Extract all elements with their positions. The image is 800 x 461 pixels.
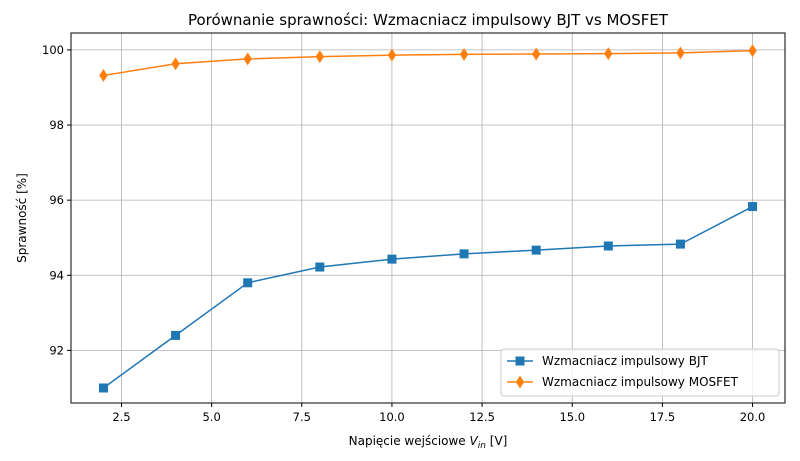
x-tick-label: 5.0: [202, 410, 220, 424]
y-axis-label: Sprawność [%]: [15, 173, 29, 263]
series-bjt: [98, 202, 758, 393]
x-axis-label-sub: in: [478, 441, 487, 451]
legend-marker: [515, 375, 525, 389]
series-mosfet: [99, 44, 757, 82]
data-point: [459, 249, 469, 259]
series-line: [103, 49, 753, 77]
grid-lines: [71, 33, 785, 403]
x-axis-label: Napięcie wejściowe Vin [V]: [349, 434, 508, 451]
x-tick-label: 20.0: [740, 410, 766, 424]
data-point: [748, 202, 758, 212]
data-point: [603, 241, 613, 251]
plot-frame: [70, 32, 786, 404]
data-point: [604, 47, 613, 61]
y-tick-label: 94: [49, 268, 64, 282]
data-point: [99, 69, 108, 82]
x-axis-ticks: 2.5 5.0 7.5 10.0 12.5 15.0 17.5 20.0: [112, 403, 765, 424]
chart-title: Porównanie sprawności: Wzmacniacz impuls…: [188, 11, 669, 29]
legend-entry: Wzmacniacz impulsowy BJT: [507, 354, 708, 368]
data-point: [531, 245, 541, 255]
data-point: [171, 330, 181, 340]
data-point: [243, 278, 253, 288]
data-point: [531, 47, 541, 61]
x-axis-label-prefix: Napięcie wejściowe: [349, 434, 470, 448]
legend-entries: Wzmacniacz impulsowy BJT Wzmacniacz impul…: [507, 354, 739, 389]
data-point: [387, 254, 397, 264]
x-tick-label: 2.5: [112, 410, 130, 424]
data-point: [315, 50, 325, 64]
x-tick-label: 17.5: [650, 410, 676, 424]
y-tick-label: 100: [42, 43, 64, 57]
x-axis-label-var: V: [470, 434, 479, 448]
x-tick-label: 12.5: [469, 410, 495, 424]
data-point: [675, 239, 685, 249]
legend: Wzmacniacz impulsowy BJT Wzmacniacz impul…: [500, 348, 780, 397]
y-tick-label: 96: [49, 193, 64, 207]
legend-entry: Wzmacniacz impulsowy MOSFET: [507, 375, 739, 389]
legend-box: [500, 348, 780, 397]
legend-marker: [515, 356, 525, 366]
data-point: [459, 47, 469, 61]
x-tick-label: 7.5: [293, 410, 311, 424]
legend-label: Wzmacniacz impulsowy BJT: [542, 354, 708, 368]
x-axis-label-suffix: [V]: [486, 434, 507, 448]
series-layer: [98, 44, 758, 393]
y-tick-label: 92: [49, 343, 64, 357]
data-point: [387, 48, 397, 62]
data-point: [748, 44, 757, 58]
x-tick-label: 15.0: [559, 410, 585, 424]
data-point: [676, 46, 685, 60]
data-point: [171, 57, 180, 71]
data-point: [315, 262, 325, 272]
data-point: [243, 52, 252, 66]
x-tick-label: 10.0: [379, 410, 405, 424]
y-tick-label: 98: [49, 118, 64, 132]
legend-label: Wzmacniacz impulsowy MOSFET: [542, 375, 739, 389]
data-point: [98, 383, 108, 393]
series-line: [103, 205, 753, 389]
y-axis-ticks: 92 94 96 98 100: [42, 43, 71, 357]
